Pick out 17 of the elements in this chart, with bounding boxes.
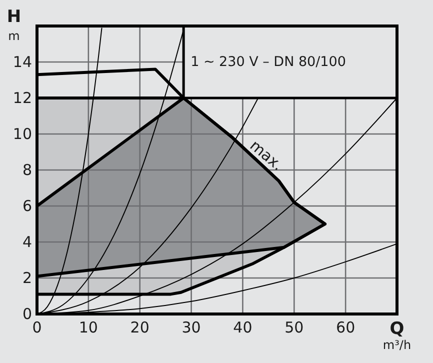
x-tick-label: 60 [336, 318, 356, 337]
y-tick-label: 12 [12, 88, 32, 107]
x-tick-label: 10 [78, 318, 98, 337]
y-tick-label: 6 [22, 196, 32, 215]
x-tick-label: 20 [130, 318, 150, 337]
x-tick-label: 50 [284, 318, 304, 337]
y-tick-label: 2 [22, 268, 32, 287]
y-tick-label: 0 [22, 304, 32, 323]
x-axis-title: Q m³/h [382, 319, 412, 352]
y-tick-label: 14 [12, 52, 32, 71]
y-tick-label: 4 [22, 232, 32, 251]
y-tick-label: 8 [22, 160, 32, 179]
y-tick-label: 10 [12, 124, 32, 143]
x-tick-label: 40 [233, 318, 252, 337]
x-tick-label: 30 [182, 318, 201, 337]
y-axis-title: H m [6, 7, 22, 43]
text: 1 ~ 230 V – DN 80/100 [190, 54, 346, 70]
